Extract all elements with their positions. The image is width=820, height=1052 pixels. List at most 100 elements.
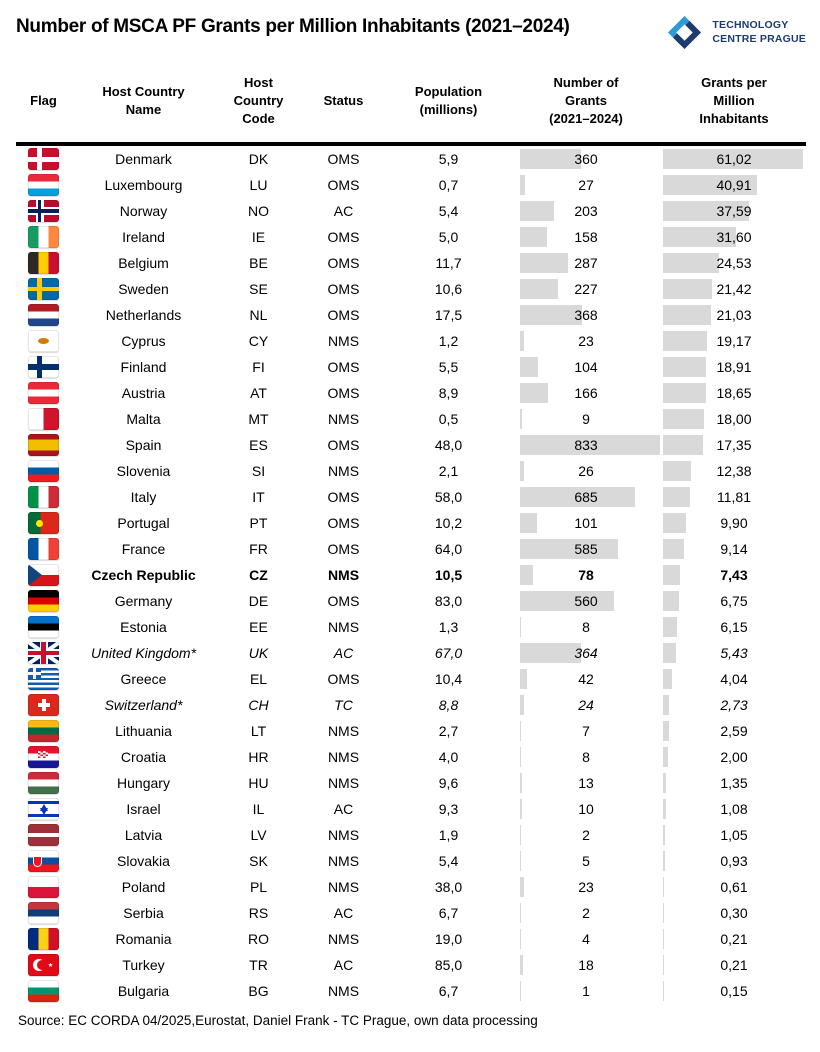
grants-per-million-value: 9,14 <box>720 541 748 557</box>
status-value: OMS <box>327 593 360 609</box>
country-name: Serbia <box>123 905 164 921</box>
header-divider <box>16 142 806 146</box>
grants-value: 560 <box>574 593 598 609</box>
population-value: 10,5 <box>434 567 463 583</box>
status-value: OMS <box>327 281 360 297</box>
country-code: LT <box>250 723 267 739</box>
population-value: 5,4 <box>438 853 459 869</box>
population-value: 8,8 <box>438 697 459 713</box>
population-value: 6,7 <box>438 905 459 921</box>
country-flag <box>28 408 59 430</box>
grants-per-million-bar <box>663 955 664 975</box>
grants-per-million-value: 1,08 <box>720 801 748 817</box>
country-code: HR <box>248 749 269 765</box>
country-code: BE <box>249 255 268 271</box>
grants-value: 158 <box>574 229 598 245</box>
grants-per-million-bar <box>663 799 666 819</box>
country-flag <box>28 356 59 378</box>
country-name: Finland <box>120 359 167 375</box>
country-code: EE <box>249 619 268 635</box>
country-flag <box>28 512 59 534</box>
grants-value: 368 <box>574 307 598 323</box>
country-code: FR <box>249 541 268 557</box>
country-name: Germany <box>114 593 173 609</box>
table-row: Finland FI OMS 5,5 104 18,91 <box>16 354 806 380</box>
grants-bar <box>520 227 547 247</box>
grants-bar <box>520 929 521 949</box>
status-value: NMS <box>327 775 360 791</box>
country-code: SE <box>249 281 268 297</box>
country-name: Portugal <box>117 515 170 531</box>
country-flag <box>28 720 59 742</box>
logo-line1: TECHNOLOGY <box>712 18 789 31</box>
population-value: 9,3 <box>438 801 459 817</box>
country-flag <box>28 798 59 820</box>
logo-line2: CENTRE PRAGUE <box>712 32 806 45</box>
grants-per-million-value: 0,21 <box>720 931 748 947</box>
grants-per-million-value: 0,21 <box>720 957 748 973</box>
table-row: Luxembourg LU OMS 0,7 27 40,91 <box>16 172 806 198</box>
country-code: FI <box>252 359 265 375</box>
country-code: DE <box>248 593 269 609</box>
grants-value: 4 <box>582 931 590 947</box>
population-value: 17,5 <box>434 307 463 323</box>
country-code: BG <box>248 983 269 999</box>
country-code: RS <box>248 905 269 921</box>
grants-value: 24 <box>578 697 594 713</box>
table-row: Turkey TR AC 85,0 18 0,21 <box>16 952 806 978</box>
country-code: CY <box>248 333 269 349</box>
country-code: ES <box>249 437 268 453</box>
table-row: Serbia RS AC 6,7 2 0,30 <box>16 900 806 926</box>
grants-bar <box>520 591 615 611</box>
grants-per-million-value: 24,53 <box>716 255 752 271</box>
grants-per-million-bar <box>663 825 666 845</box>
tc-prague-logo-text: TECHNOLOGY CENTRE PRAGUE <box>712 19 806 46</box>
country-code: RO <box>248 931 269 947</box>
grants-bar <box>520 851 521 871</box>
country-flag <box>28 304 59 326</box>
country-name: Bulgaria <box>117 983 170 999</box>
grants-value: 101 <box>574 515 598 531</box>
country-flag <box>28 876 59 898</box>
population-value: 67,0 <box>434 645 463 661</box>
grants-per-million-value: 21,03 <box>716 307 752 323</box>
country-flag <box>28 486 59 508</box>
status-value: NMS <box>327 333 360 349</box>
table-row: Austria AT OMS 8,9 166 18,65 <box>16 380 806 406</box>
population-value: 4,0 <box>438 749 459 765</box>
header-population: Population (millions) <box>414 83 483 117</box>
grants-per-million-bar <box>663 409 705 429</box>
grants-value: 585 <box>574 541 598 557</box>
grants-value: 23 <box>578 879 594 895</box>
status-value: OMS <box>327 151 360 167</box>
population-value: 6,7 <box>438 983 459 999</box>
grants-bar <box>520 513 537 533</box>
grants-bar <box>520 461 525 481</box>
country-code: CH <box>248 697 269 713</box>
country-flag <box>28 252 59 274</box>
country-name: Israel <box>126 801 161 817</box>
country-name: Italy <box>130 489 157 505</box>
grants-value: 10 <box>578 801 594 817</box>
grants-bar <box>520 721 522 741</box>
grants-per-million-value: 1,35 <box>720 775 748 791</box>
grants-bar <box>520 279 559 299</box>
grants-value: 360 <box>574 151 598 167</box>
country-flag <box>28 980 59 1002</box>
country-code: HU <box>248 775 269 791</box>
page-title: Number of MSCA PF Grants per Million Inh… <box>16 16 570 37</box>
country-code: IL <box>252 801 265 817</box>
grants-value: 287 <box>574 255 598 271</box>
population-value: 85,0 <box>434 957 463 973</box>
country-flag <box>28 694 59 716</box>
grants-per-million-value: 61,02 <box>716 151 752 167</box>
grants-per-million-value: 18,00 <box>716 411 752 427</box>
status-value: AC <box>333 801 354 817</box>
population-value: 0,7 <box>438 177 459 193</box>
status-value: AC <box>333 905 354 921</box>
country-code: LV <box>250 827 267 843</box>
grants-value: 27 <box>578 177 594 193</box>
table-row: Poland PL NMS 38,0 23 0,61 <box>16 874 806 900</box>
status-value: OMS <box>327 437 360 453</box>
country-name: Ireland <box>122 229 165 245</box>
